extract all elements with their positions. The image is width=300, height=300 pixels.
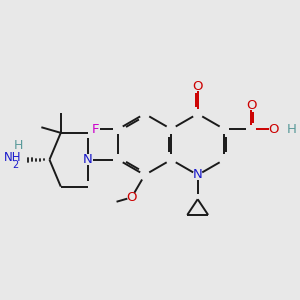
Text: N: N	[83, 153, 92, 166]
Text: 2: 2	[12, 160, 18, 170]
Text: F: F	[91, 123, 99, 136]
Text: H: H	[14, 139, 24, 152]
Text: O: O	[268, 123, 279, 136]
Text: H: H	[286, 123, 296, 136]
Text: O: O	[192, 80, 203, 93]
Text: O: O	[126, 191, 137, 204]
Text: NH: NH	[4, 151, 22, 164]
Text: N: N	[193, 169, 202, 182]
Text: O: O	[246, 100, 256, 112]
